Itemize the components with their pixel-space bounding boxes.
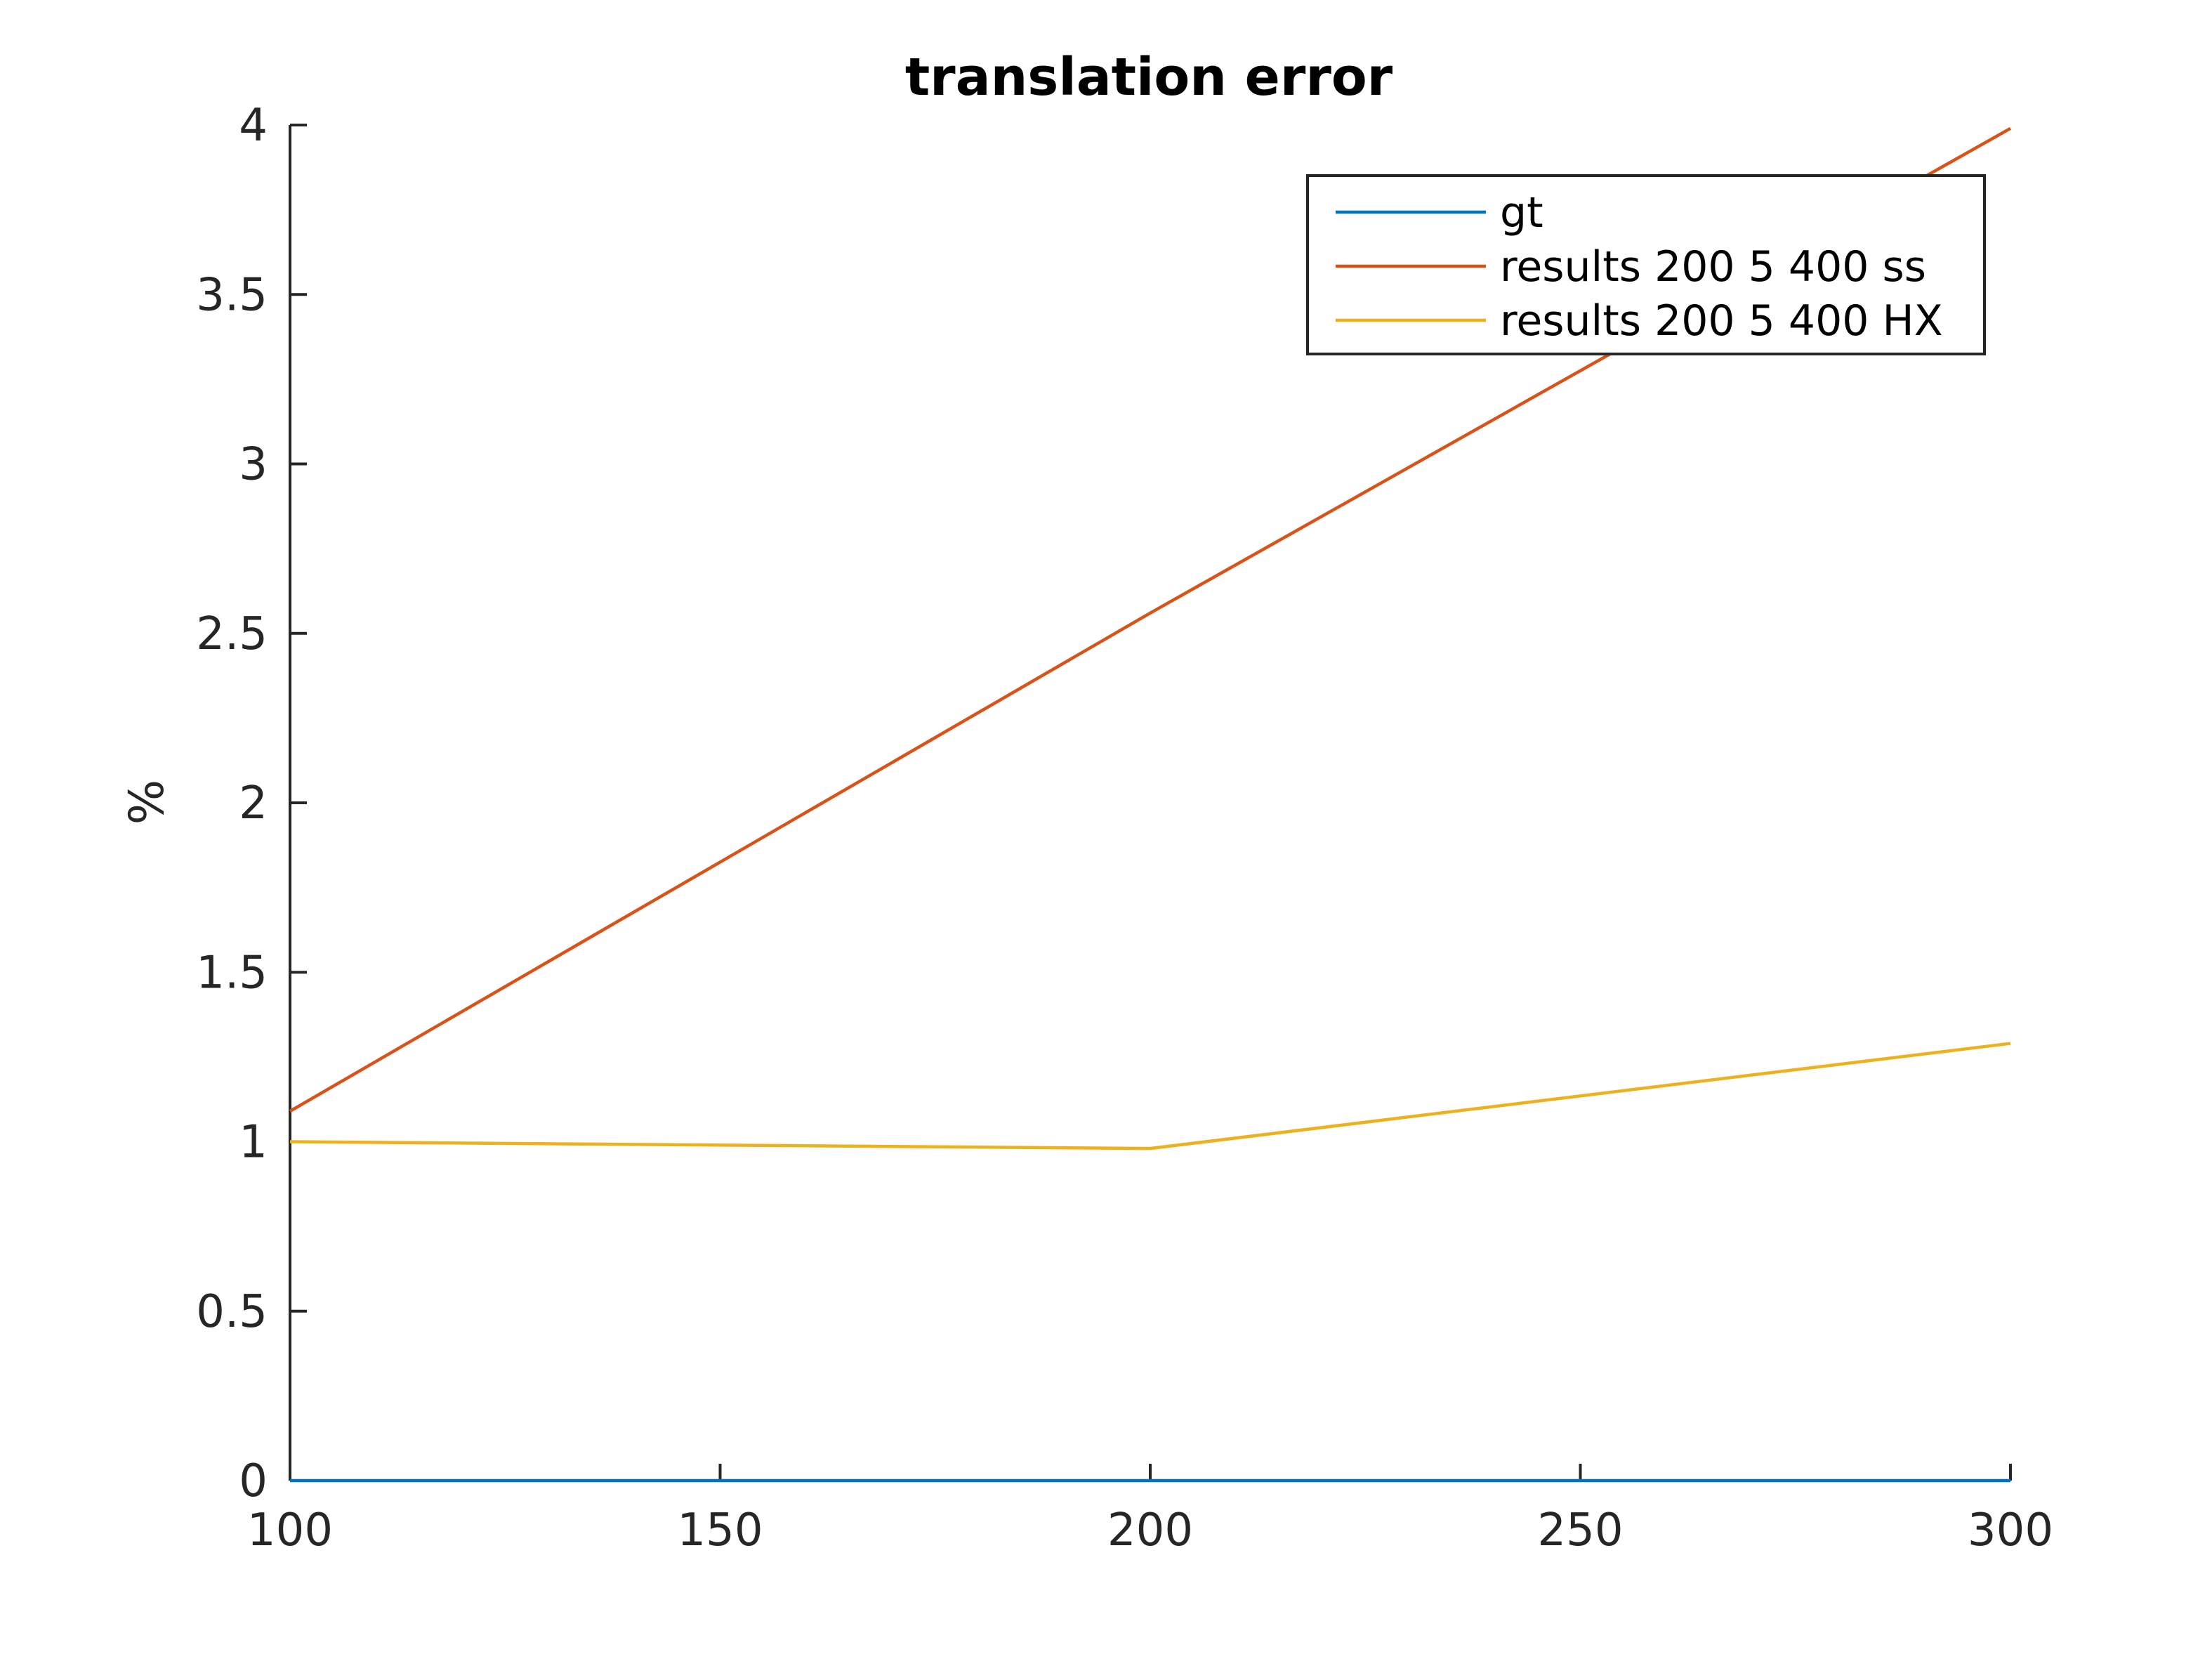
y-tick-label: 2.5 bbox=[196, 608, 268, 660]
y-tick-label: 4 bbox=[239, 100, 268, 152]
axes: 100 150 200 250 300 0 0.5 1 1.5 2 2.5 3 3.5 4 bbox=[196, 100, 2053, 1556]
y-tick-label: 3.5 bbox=[196, 269, 268, 321]
x-tick-label: 300 bbox=[1968, 1504, 2053, 1556]
legend-label: gt bbox=[1500, 188, 1543, 237]
y-tick-label: 0 bbox=[239, 1455, 268, 1507]
x-tick-label: 150 bbox=[677, 1504, 763, 1556]
legend-label: results 200 5 400 HX bbox=[1500, 296, 1943, 346]
y-axis-label: % bbox=[119, 780, 175, 825]
series-line-2 bbox=[289, 1042, 2011, 1150]
x-tick-label: 100 bbox=[247, 1504, 333, 1556]
x-tick-label: 200 bbox=[1107, 1504, 1193, 1556]
y-tick-label: 2 bbox=[239, 778, 268, 830]
y-tick-label: 3 bbox=[239, 439, 268, 491]
y-tick-label: 0.5 bbox=[196, 1286, 268, 1338]
chart-title: translation error bbox=[905, 47, 1393, 107]
y-tick-label: 1 bbox=[239, 1117, 268, 1169]
x-tick-label: 250 bbox=[1537, 1504, 1623, 1556]
y-tick-label: 1.5 bbox=[196, 947, 268, 999]
legend-label: results 200 5 400 ss bbox=[1500, 242, 1926, 291]
legend: gt results 200 5 400 ss results 200 5 400 … bbox=[1306, 174, 1986, 355]
